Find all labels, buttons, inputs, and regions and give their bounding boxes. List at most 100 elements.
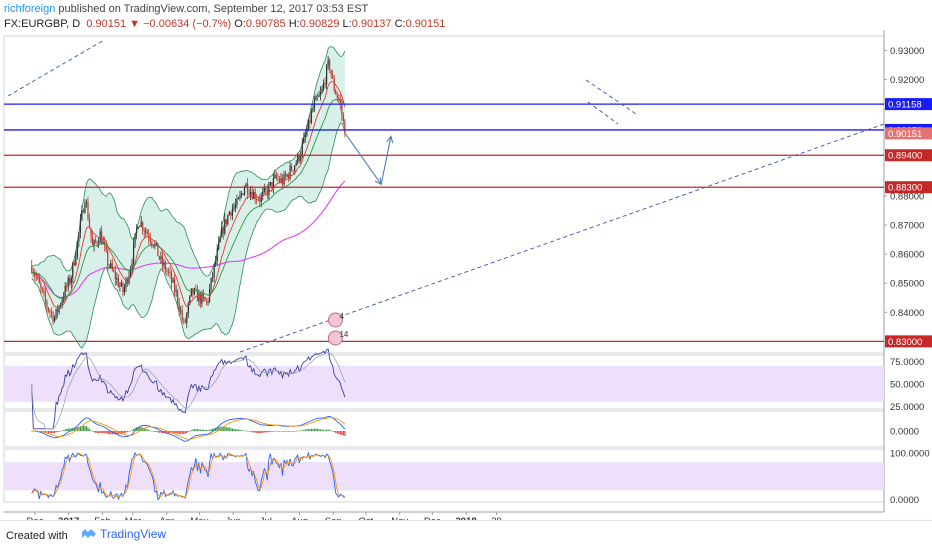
candle-body <box>239 195 241 199</box>
macd-histogram-bar <box>99 431 101 433</box>
macd-histogram-bar <box>84 426 86 431</box>
candle-body <box>31 265 33 273</box>
macd-histogram-bar <box>323 429 325 431</box>
macd-histogram-bar <box>168 431 170 434</box>
candle-body <box>265 188 267 190</box>
candle-body <box>338 97 340 101</box>
macd-histogram-bar <box>295 430 297 432</box>
time-tick-label: Jul <box>260 516 272 520</box>
candle-body <box>58 305 60 313</box>
candle-body <box>126 278 129 284</box>
candles <box>31 56 346 329</box>
candle-body <box>137 226 139 229</box>
candle-body <box>210 277 212 290</box>
candle-body <box>66 286 68 288</box>
candle-body <box>326 65 328 85</box>
macd-histogram-bar <box>180 431 182 434</box>
candle-body <box>52 312 54 322</box>
candle-body <box>195 288 197 290</box>
tradingview-brand[interactable]: TradingView <box>82 527 166 541</box>
macd-histogram-bar <box>178 431 180 434</box>
macd-histogram-bar <box>333 431 335 433</box>
price-tick-label: 0.88000 <box>890 191 924 202</box>
candle-body <box>307 119 309 131</box>
candle-body <box>172 279 174 283</box>
macd-histogram-bar <box>209 429 211 431</box>
candle-body <box>181 310 183 320</box>
macd-histogram-bar <box>274 431 276 432</box>
macd-histogram-bar <box>304 429 306 431</box>
level-price-tag <box>885 181 932 194</box>
candle-body <box>134 233 136 244</box>
candle-body <box>292 170 294 172</box>
macd-histogram-bar <box>256 431 258 433</box>
macd-histogram-bar <box>66 428 68 431</box>
candle-body <box>69 277 71 284</box>
macd-histogram-bar <box>123 431 126 434</box>
time-tick-label: Oct <box>359 516 374 520</box>
candle-body <box>198 293 200 302</box>
candle-body <box>161 256 164 266</box>
time-tick-label: Jun <box>225 516 240 520</box>
candle-body <box>41 287 43 291</box>
change-value: −0.00634 (−0.7%) <box>143 18 232 30</box>
time-tick-label: Nov <box>391 516 408 520</box>
macd-histogram-bar <box>310 428 313 431</box>
macd-histogram-bar <box>338 431 340 435</box>
macd-histogram-bar <box>233 428 235 431</box>
candle-body <box>102 242 104 244</box>
macd-histogram-bar <box>272 431 275 432</box>
candle-body <box>280 177 282 182</box>
bollinger-band-fill <box>31 46 345 349</box>
candle-body <box>87 202 89 220</box>
last-price-label: 0.90151 <box>888 129 922 140</box>
macd-histogram-bar <box>344 431 346 437</box>
idea-badge-count: 4 <box>339 312 344 321</box>
macd-histogram-bar <box>140 426 142 431</box>
candle-body <box>189 295 191 304</box>
macd-histogram-bar <box>236 429 238 431</box>
candle-body <box>169 271 171 273</box>
candle-body <box>318 95 320 97</box>
macd-histogram-bar <box>166 431 168 434</box>
candle-body <box>129 270 132 276</box>
candle-body <box>61 300 63 305</box>
candle-body <box>316 96 319 98</box>
macd-histogram-bar <box>321 429 323 431</box>
time-tick-label: May <box>190 516 208 520</box>
candle-body <box>183 319 185 321</box>
macd-histogram-bar <box>50 431 53 434</box>
candle-body <box>170 272 173 283</box>
macd-histogram-bar <box>183 431 185 434</box>
candle-body <box>268 184 270 196</box>
candle-body <box>208 289 211 302</box>
price-tick-label: 0.87000 <box>890 221 924 232</box>
close-value: 0.90151 <box>405 18 446 30</box>
author-link[interactable]: richforeign <box>4 3 56 15</box>
price-tick-label: 0.93000 <box>890 46 924 57</box>
macd-histogram-bar <box>245 430 247 432</box>
low-value: 0.90137 <box>351 18 392 30</box>
high-label: H: <box>288 18 300 30</box>
candle-body <box>163 263 165 266</box>
macd-histogram-bar <box>332 431 334 432</box>
candle-body <box>55 308 57 318</box>
publish-line: richforeign published on TradingView.com… <box>4 3 368 15</box>
high-value: 0.90829 <box>299 18 340 30</box>
candle-body <box>125 278 127 288</box>
macd-histogram-bar <box>271 431 273 432</box>
candle-body <box>304 135 306 137</box>
candle-body <box>79 219 81 233</box>
macd-histogram-bar <box>43 431 45 433</box>
candle-body <box>160 256 162 260</box>
macd-histogram-bar <box>164 431 167 434</box>
candle-body <box>46 301 48 309</box>
candle-body <box>212 276 214 278</box>
candle-body <box>303 136 305 144</box>
macd-histogram-bar <box>128 431 130 432</box>
candle-body <box>245 183 247 188</box>
macd-histogram-bar <box>303 429 305 431</box>
macd-histogram-bar <box>294 431 296 432</box>
candle-body <box>330 70 332 76</box>
candle-body <box>336 94 338 98</box>
